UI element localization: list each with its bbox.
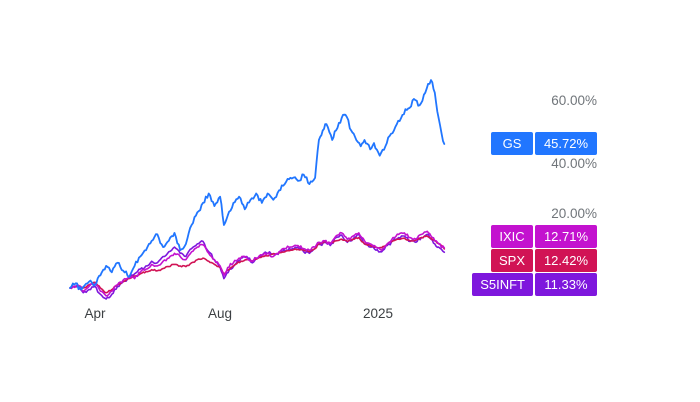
x-axis-label-2025: 2025 <box>362 306 394 321</box>
badge-value: 45.72% <box>535 132 597 155</box>
badge-value: 11.33% <box>535 273 597 296</box>
badge-label: SPX <box>490 249 533 272</box>
y-axis-label-20: 20.00% <box>551 206 597 221</box>
series-line-gs <box>69 79 446 291</box>
y-axis-label-40: 40.00% <box>551 156 597 171</box>
legend-badge-ixic[interactable]: IXIC 12.71% <box>491 225 597 248</box>
badge-value: 12.42% <box>535 249 597 272</box>
y-axis-label-60: 60.00% <box>551 93 597 108</box>
series-line-ixic <box>69 230 446 297</box>
badge-label: IXIC <box>491 225 533 248</box>
legend-badge-s5inft[interactable]: S5INFT 11.33% <box>472 273 597 296</box>
badge-label: S5INFT <box>472 273 533 296</box>
chart-canvas[interactable] <box>69 55 455 305</box>
badge-value: 12.71% <box>535 225 597 248</box>
x-axis-label-apr: Apr <box>84 306 106 321</box>
legend-badge-gs[interactable]: GS 45.72% <box>491 132 597 155</box>
badge-label: GS <box>491 132 533 155</box>
legend-badge-spx[interactable]: SPX 12.42% <box>490 249 597 272</box>
x-axis-label-aug: Aug <box>207 306 233 321</box>
